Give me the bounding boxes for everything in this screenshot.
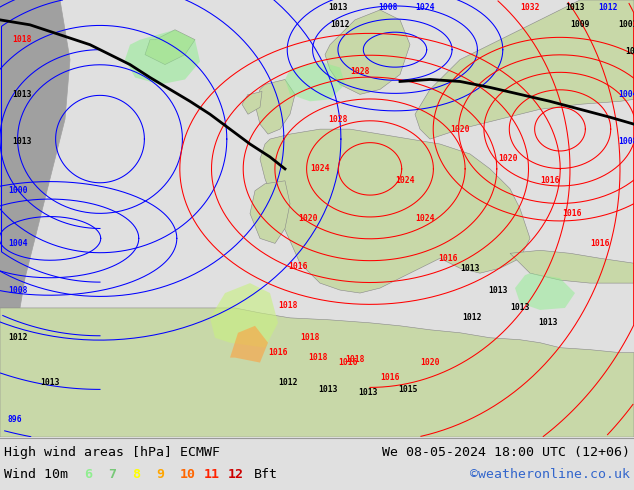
- Text: High wind areas [hPa] ECMWF: High wind areas [hPa] ECMWF: [4, 445, 220, 459]
- Text: 1013: 1013: [538, 318, 557, 327]
- Polygon shape: [510, 250, 634, 283]
- Text: 1016: 1016: [540, 176, 559, 185]
- Text: 1024: 1024: [395, 176, 415, 185]
- Text: 7: 7: [108, 467, 116, 481]
- Text: 1032: 1032: [520, 3, 540, 12]
- Text: 1012: 1012: [598, 3, 618, 12]
- Polygon shape: [242, 92, 262, 114]
- Text: 1024: 1024: [415, 3, 434, 12]
- Text: 1013: 1013: [358, 388, 377, 397]
- Text: 1018: 1018: [12, 35, 32, 44]
- Polygon shape: [125, 30, 200, 84]
- Text: 1008: 1008: [8, 286, 27, 294]
- Text: 1012: 1012: [462, 314, 481, 322]
- Text: 1013: 1013: [12, 137, 32, 146]
- Polygon shape: [325, 10, 410, 95]
- Text: 1012: 1012: [330, 20, 349, 29]
- Text: 1012: 1012: [8, 333, 27, 342]
- Text: 1024: 1024: [310, 164, 330, 173]
- Text: Bft: Bft: [254, 467, 278, 481]
- Polygon shape: [250, 181, 290, 244]
- Text: 1013: 1013: [40, 378, 60, 387]
- Text: 10: 10: [180, 467, 196, 481]
- Text: 1020: 1020: [420, 358, 439, 367]
- Text: 1020: 1020: [498, 154, 517, 164]
- Text: 1018: 1018: [308, 353, 328, 362]
- Polygon shape: [285, 62, 345, 101]
- Polygon shape: [230, 326, 268, 363]
- Text: 1008: 1008: [618, 137, 634, 146]
- Text: 1020: 1020: [450, 124, 470, 134]
- Text: 1013: 1013: [12, 90, 32, 99]
- Text: Wind 10m: Wind 10m: [4, 467, 68, 481]
- Text: 1016: 1016: [438, 254, 458, 263]
- Text: 1015: 1015: [625, 47, 634, 56]
- Text: 1001: 1001: [618, 20, 634, 29]
- Polygon shape: [145, 30, 195, 65]
- Text: 8: 8: [132, 467, 140, 481]
- Polygon shape: [260, 129, 530, 293]
- Text: 1000: 1000: [8, 186, 27, 195]
- Text: 1008: 1008: [378, 3, 398, 12]
- Text: 1016: 1016: [562, 209, 581, 218]
- Text: 1018: 1018: [300, 333, 320, 342]
- Text: 9: 9: [156, 467, 164, 481]
- Text: 1013: 1013: [328, 3, 347, 12]
- Text: ©weatheronline.co.uk: ©weatheronline.co.uk: [470, 467, 630, 481]
- Text: 1018: 1018: [278, 301, 297, 311]
- Text: 1009: 1009: [570, 20, 590, 29]
- Text: 1018: 1018: [345, 355, 365, 364]
- Text: 1016: 1016: [288, 262, 307, 270]
- Text: 1013: 1013: [318, 385, 337, 394]
- Text: 896: 896: [8, 415, 23, 424]
- Text: 11: 11: [204, 467, 220, 481]
- Polygon shape: [415, 0, 634, 139]
- Text: 1028: 1028: [328, 115, 347, 123]
- Text: 1004: 1004: [8, 239, 27, 248]
- Text: 1015: 1015: [398, 385, 418, 394]
- Text: 1016: 1016: [590, 239, 609, 248]
- Text: We 08-05-2024 18:00 UTC (12+06): We 08-05-2024 18:00 UTC (12+06): [382, 445, 630, 459]
- Text: 1016: 1016: [268, 348, 287, 357]
- Text: 12: 12: [228, 467, 244, 481]
- Text: 1028: 1028: [350, 67, 370, 76]
- Text: 1013: 1013: [488, 286, 507, 294]
- Text: 6: 6: [84, 467, 92, 481]
- Polygon shape: [515, 273, 575, 310]
- Text: 1012: 1012: [278, 378, 297, 387]
- Polygon shape: [0, 0, 70, 437]
- Text: 1016: 1016: [338, 358, 358, 367]
- Polygon shape: [255, 79, 295, 134]
- Text: 1013: 1013: [460, 264, 479, 273]
- Polygon shape: [0, 308, 634, 437]
- Text: 1013: 1013: [510, 303, 529, 313]
- Polygon shape: [210, 283, 278, 348]
- Text: 1016: 1016: [380, 373, 399, 382]
- Text: 1020: 1020: [298, 214, 318, 223]
- Text: 1024: 1024: [415, 214, 434, 223]
- Text: 1013: 1013: [565, 3, 585, 12]
- Text: 1004: 1004: [618, 90, 634, 99]
